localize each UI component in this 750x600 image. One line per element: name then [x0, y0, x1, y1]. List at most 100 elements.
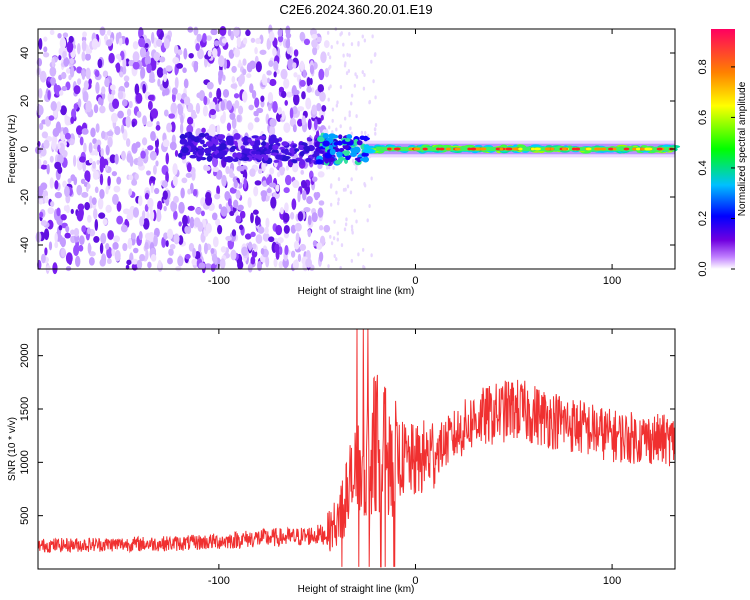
- band-peak: [612, 147, 617, 151]
- spectrogram-blob: [370, 253, 373, 258]
- spectrogram-blob: [221, 174, 227, 187]
- spectrogram-blob: [269, 125, 276, 137]
- spectrogram-blob: [210, 247, 215, 255]
- spectrogram-blob: [155, 160, 159, 167]
- spectrogram-blob: [195, 102, 201, 114]
- spectrogram-blob: [312, 46, 318, 56]
- spectrogram-blob: [364, 130, 367, 135]
- spectrogram-blob: [335, 257, 338, 262]
- spectrogram-blob: [54, 232, 58, 243]
- spectrogram-blob: [92, 161, 97, 169]
- band-blob: [230, 145, 237, 150]
- spectrogram-blob: [160, 30, 164, 38]
- spectrogram-blob: [212, 47, 218, 58]
- spectrogram-blob: [342, 53, 345, 58]
- spectrogram-blob: [269, 78, 277, 87]
- spectrogram-blob: [165, 171, 169, 184]
- spectrogram-blob: [60, 213, 67, 221]
- band-blob: [197, 145, 203, 149]
- band-peak: [561, 147, 568, 151]
- spectrogram-blob: [231, 75, 236, 84]
- spectrogram-blob: [147, 261, 152, 269]
- spectrogram-blob: [132, 51, 140, 63]
- spectrogram-blob: [217, 224, 223, 235]
- spectrogram-blob: [290, 250, 296, 258]
- spectrogram-blob: [65, 252, 73, 265]
- spectrogram-blob: [41, 253, 46, 264]
- band-blob: [261, 141, 267, 147]
- spectrogram-blob: [283, 122, 291, 133]
- band-blob: [345, 155, 351, 161]
- spectrogram-blob: [337, 177, 341, 182]
- spectrogram-blob: [49, 177, 54, 189]
- band-peak: [656, 147, 663, 151]
- spectrogram-blob: [167, 257, 173, 265]
- spectrogram-blob: [229, 112, 236, 121]
- spectrogram-blob: [238, 224, 244, 231]
- band-blob: [299, 150, 305, 157]
- band-peak: [595, 147, 603, 151]
- spectrogram-blob: [311, 39, 318, 48]
- spectrogram-blob: [165, 240, 169, 248]
- spectrogram-blob: [42, 52, 50, 58]
- spectrogram-blob: [139, 253, 146, 262]
- spectrogram-blob: [86, 183, 91, 190]
- band-blob: [197, 149, 205, 156]
- spectrogram-blob: [252, 243, 257, 250]
- spectrogram-blob: [91, 197, 97, 206]
- band-blob: [247, 138, 253, 143]
- band-blob: [319, 150, 324, 154]
- spectrogram-blob: [247, 263, 253, 273]
- spectrogram-blob: [206, 81, 214, 90]
- spectrogram-blob: [106, 29, 112, 36]
- spectrogram-blob: [128, 174, 134, 181]
- spectrogram-blob: [295, 232, 300, 243]
- spectrogram-blob: [128, 100, 133, 109]
- spectrogram-blob: [146, 170, 151, 176]
- spectrogram-blob: [203, 165, 211, 171]
- band-blob: [338, 134, 343, 140]
- spectrogram-blob: [306, 196, 313, 205]
- band-blob: [334, 159, 342, 165]
- spectrogram-blob: [202, 105, 208, 117]
- spectrogram-blob: [105, 242, 110, 250]
- spectrogram-blob: [293, 93, 300, 106]
- spectrogram-blob: [43, 228, 50, 241]
- spectrogram-blob: [355, 114, 358, 119]
- spectrogram-blob: [299, 60, 305, 72]
- spectrogram-blob: [355, 219, 358, 224]
- spectrogram-blob: [85, 67, 91, 80]
- spectrogram-blob: [374, 122, 378, 127]
- band-peak: [481, 147, 487, 151]
- spectrogram-blob: [94, 219, 99, 231]
- spectrogram-blob: [294, 222, 302, 232]
- spectrogram-blob: [109, 84, 116, 91]
- band-blob: [289, 147, 296, 154]
- spectrogram-blob: [233, 93, 240, 99]
- spectrogram-blob: [70, 229, 76, 235]
- spectrogram-blob: [149, 150, 157, 161]
- spectrogram-blob: [360, 130, 364, 135]
- spectrogram-blob: [292, 259, 299, 271]
- spectrogram-blob: [255, 61, 262, 73]
- spectrogram-blob: [162, 89, 166, 97]
- spectrogram-blob: [39, 147, 47, 157]
- spectrogram-blob: [47, 207, 55, 215]
- spectrogram-blob: [297, 211, 304, 222]
- spectrogram-blob: [118, 55, 122, 63]
- spectrogram-blob: [251, 90, 257, 99]
- x-tick-label: -100: [208, 575, 230, 587]
- spectrogram-blob: [313, 118, 318, 131]
- spectrogram-blob: [350, 93, 354, 98]
- band-peak: [635, 147, 641, 151]
- spectrogram-blob: [218, 55, 225, 67]
- spectrogram-blob: [257, 226, 265, 234]
- spectrogram-blob: [137, 160, 144, 167]
- band-blob: [315, 159, 324, 165]
- spectrogram-blob: [46, 219, 54, 230]
- spectrogram-blob: [353, 208, 356, 213]
- band-blob: [316, 136, 325, 143]
- spectrogram-blob: [168, 248, 174, 256]
- spectrogram-blob: [65, 204, 70, 214]
- spectrogram-blob: [347, 69, 351, 74]
